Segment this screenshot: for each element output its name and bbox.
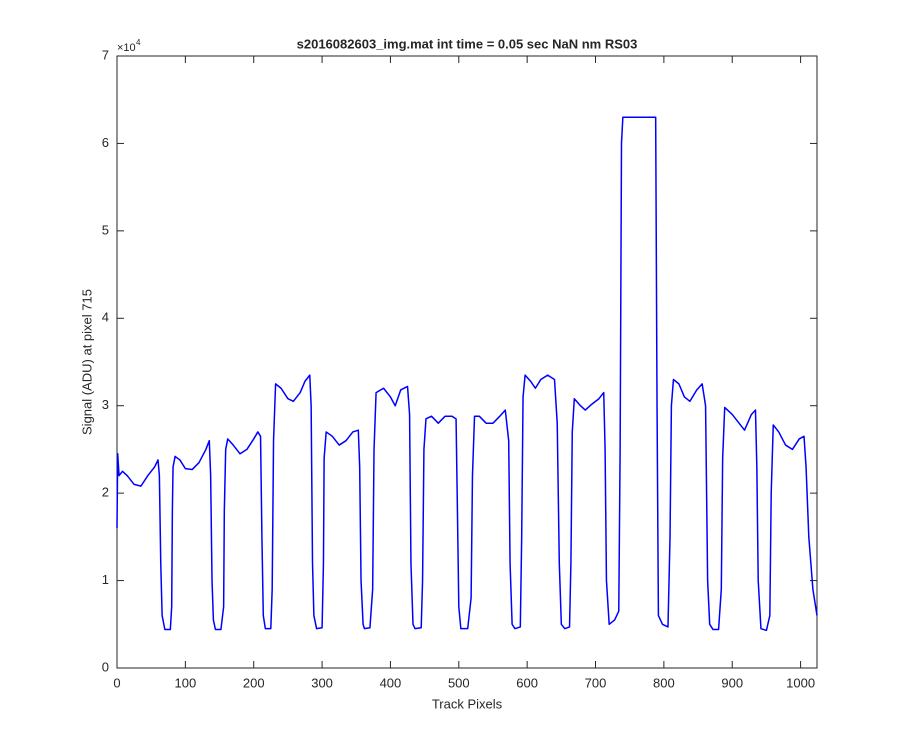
x-tick-label: 1000 [786, 675, 815, 690]
y-tick-label: 2 [102, 485, 109, 500]
x-tick-label: 400 [380, 675, 402, 690]
chart-title: s2016082603_img.mat int time = 0.05 sec … [297, 36, 638, 51]
y-tick-label: 0 [102, 659, 109, 674]
axes-box [116, 55, 818, 669]
y-tick-label: 7 [102, 47, 109, 62]
x-tick-label: 200 [243, 675, 265, 690]
x-tick-label: 100 [175, 675, 197, 690]
x-tick-label: 300 [311, 675, 333, 690]
x-tick-label: 900 [721, 675, 743, 690]
y-tick-label: 4 [102, 310, 109, 325]
y-multiplier: ×10 [117, 42, 136, 54]
x-tick-label: 0 [113, 675, 120, 690]
x-tick-label: 700 [585, 675, 607, 690]
y-axis-label: Signal (ADU) at pixel 715 [79, 289, 94, 435]
y-tick-label: 6 [102, 135, 109, 150]
x-tick-label: 800 [653, 675, 675, 690]
y-multiplier-exponent: 4 [136, 38, 141, 47]
signal-line [116, 116, 818, 632]
x-tick-label: 600 [516, 675, 538, 690]
x-tick-label: 500 [448, 675, 470, 690]
x-axis-label: Track Pixels [432, 696, 503, 711]
y-tick-label: 5 [102, 222, 109, 237]
y-tick-label: 3 [102, 397, 109, 412]
y-tick-label: 1 [102, 572, 109, 587]
